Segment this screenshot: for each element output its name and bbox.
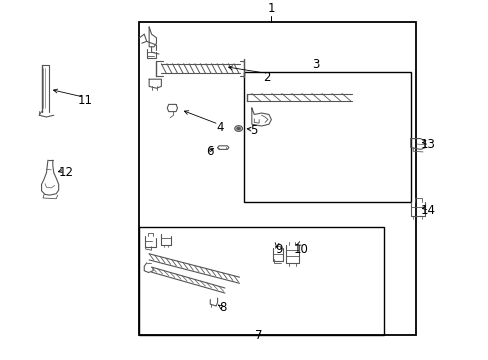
Text: 7: 7 — [255, 329, 263, 342]
Text: 2: 2 — [262, 71, 270, 84]
Text: 5: 5 — [250, 124, 258, 137]
Text: 13: 13 — [420, 138, 434, 150]
Text: 10: 10 — [293, 243, 307, 256]
Text: 4: 4 — [216, 121, 224, 134]
Text: 6: 6 — [206, 145, 214, 158]
Text: 14: 14 — [420, 204, 434, 217]
Text: 3: 3 — [311, 58, 319, 71]
Bar — [244, 72, 410, 202]
Text: 12: 12 — [59, 166, 73, 179]
Text: 8: 8 — [218, 301, 226, 314]
Bar — [139, 22, 415, 335]
Circle shape — [234, 126, 242, 131]
Bar — [139, 227, 383, 335]
Text: 11: 11 — [78, 94, 93, 107]
Circle shape — [236, 127, 240, 130]
Text: 9: 9 — [274, 243, 282, 256]
Text: 1: 1 — [267, 3, 275, 15]
